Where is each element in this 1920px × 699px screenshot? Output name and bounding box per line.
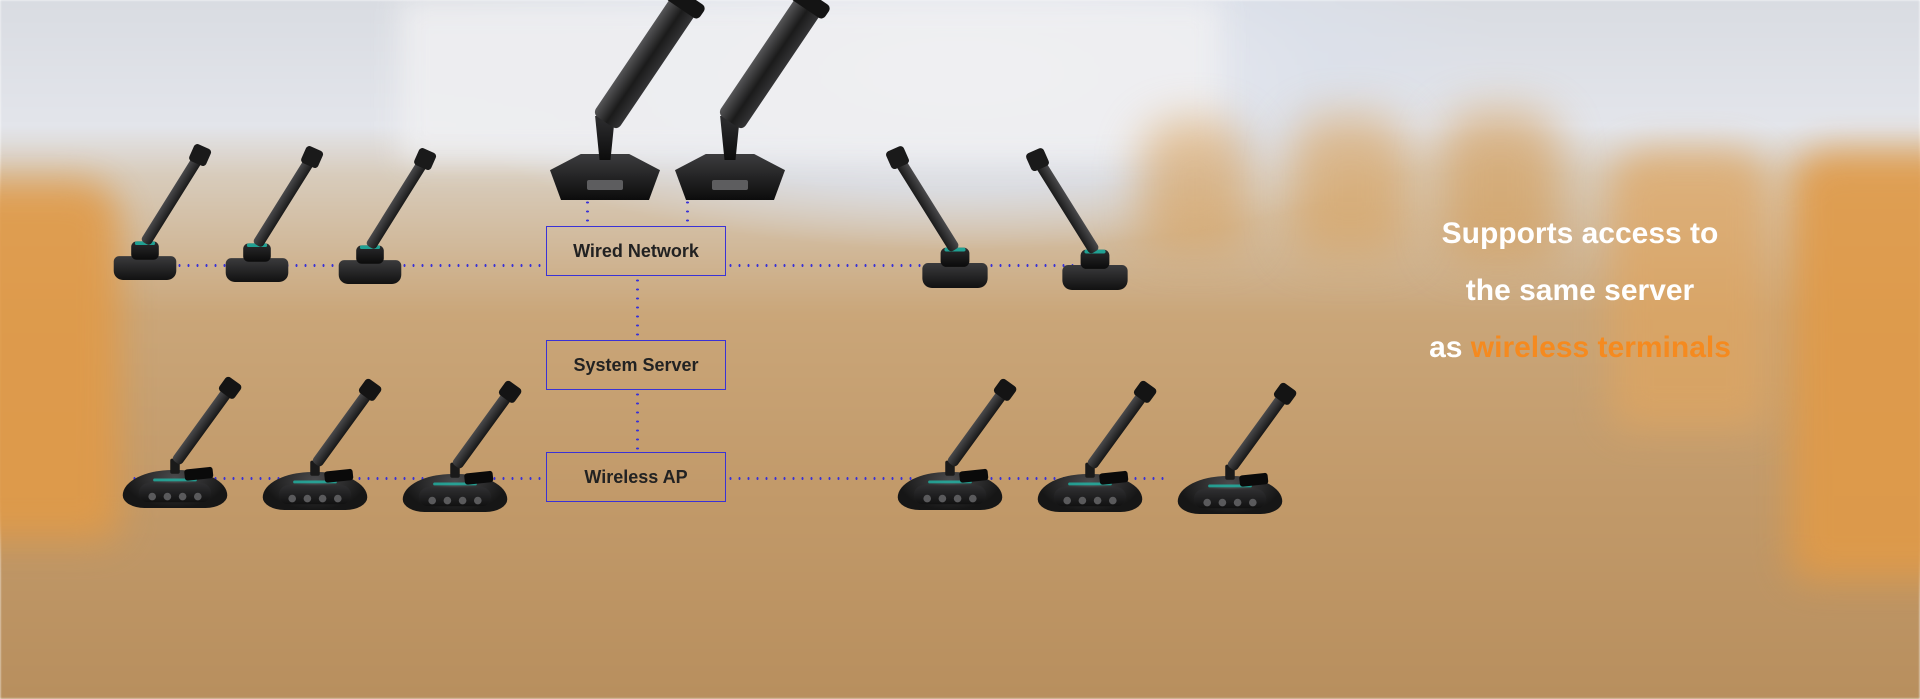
- chairman-microphone-icon: [660, 0, 800, 200]
- wired-microphone-icon: [1047, 127, 1143, 290]
- wired-network-label: Wired Network: [573, 241, 699, 262]
- system-server-box: System Server: [546, 340, 726, 390]
- wireless-microphone-icon: [393, 360, 517, 512]
- wireless-microphone-icon: [888, 358, 1012, 510]
- chair-blur: [1140, 120, 1250, 250]
- system-server-label: System Server: [573, 355, 698, 376]
- wired-network-box: Wired Network: [546, 226, 726, 276]
- wireless-microphone-icon: [253, 358, 377, 510]
- chairman-microphone-icon: [535, 0, 675, 200]
- wired-microphone-icon: [324, 128, 416, 284]
- caption-line: as wireless terminals: [1240, 319, 1920, 376]
- wireless-microphone-icon: [1028, 360, 1152, 512]
- wireless-microphone-icon: [113, 356, 237, 508]
- wireless-ap-box: Wireless AP: [546, 452, 726, 502]
- wired-microphone-icon: [211, 126, 303, 282]
- wireless-microphone-icon: [1168, 362, 1292, 514]
- wireless-ap-label: Wireless AP: [584, 467, 687, 488]
- feature-caption: Supports access to the same server as wi…: [1240, 205, 1920, 376]
- caption-line: Supports access to: [1240, 205, 1920, 262]
- wired-microphone-icon: [99, 124, 191, 280]
- wired-microphone-icon: [907, 125, 1003, 288]
- caption-accent: wireless terminals: [1471, 331, 1731, 364]
- caption-text: as: [1429, 331, 1471, 364]
- caption-line: the same server: [1240, 262, 1920, 319]
